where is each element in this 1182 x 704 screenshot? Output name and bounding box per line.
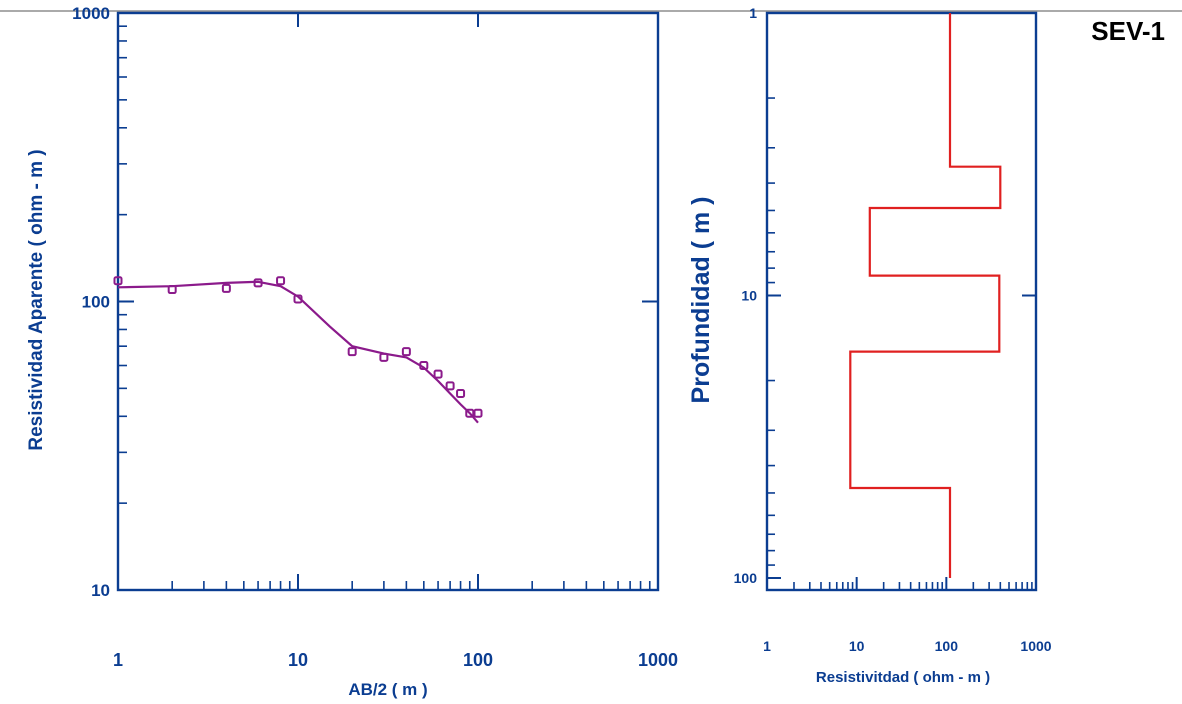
data-point [445,381,455,391]
data-point [167,285,177,295]
x-tick-label: 1 [113,650,123,670]
x-tick-label: 100 [463,650,493,670]
data-point [347,347,357,357]
right-ticks [766,12,1036,590]
y-tick-label: 10 [741,288,757,304]
y-tick-label: 100 [734,570,758,586]
y-tick-label: 10 [91,581,110,600]
data-point [456,388,466,398]
field-data-points [113,276,483,418]
apparent-resistivity-chart: 1 10 100 1000 10 100 1000 AB/2 ( m ) Resistivi… [26,4,678,699]
right-plot-frame [765,11,1038,592]
x-tick-label: 10 [288,650,308,670]
left-plot-frame [116,11,660,592]
y-tick-label: 100 [82,293,110,312]
x-tick-label: 1000 [638,650,678,670]
left-tick-labels: 1 10 100 1000 10 100 1000 [72,4,678,670]
data-point [433,369,443,379]
data-point [253,278,263,288]
y-tick-label: 1 [749,5,757,21]
y-tick-label: 1000 [72,4,110,23]
data-point [473,408,483,418]
left-y-axis-title: Resistividad Aparente ( ohm - m ) [26,149,47,450]
x-tick-label: 100 [935,638,959,654]
layer-model-chart: 1 10 100 1000 1 10 100 Resistivitdad ( ohm - m… [687,5,1052,686]
data-point [113,276,123,286]
model-curve-line [117,280,479,424]
right-y-axis-title: Profundidad ( m ) [687,197,715,404]
data-point [379,352,389,362]
data-point [401,347,411,357]
right-tick-labels: 1 10 100 1000 1 10 100 [734,5,1052,654]
x-tick-label: 1 [763,638,771,654]
data-point [221,283,231,293]
data-point [419,361,429,371]
right-x-axis-title: Resistivitdad ( ohm - m ) [816,669,990,686]
left-ticks [117,13,658,591]
x-tick-label: 10 [849,638,865,654]
x-tick-label: 1000 [1020,638,1051,654]
resistivity-depth-model-line [849,13,1002,578]
figure-title: SEV-1 [1091,16,1165,46]
left-x-axis-title: AB/2 ( m ) [348,680,427,699]
data-point [276,276,286,286]
data-point [293,294,303,304]
data-point [465,408,475,418]
